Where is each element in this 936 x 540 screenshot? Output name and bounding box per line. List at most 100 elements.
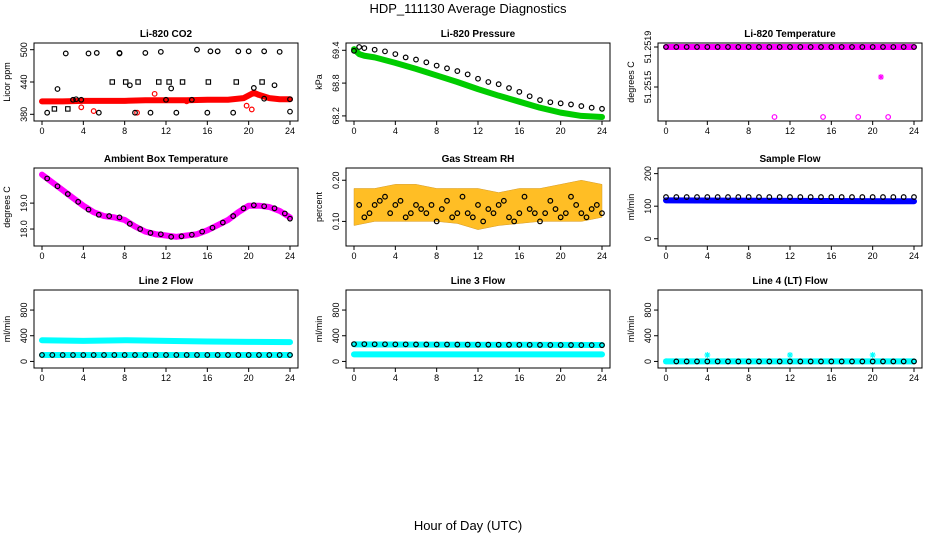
data-point: [433, 62, 440, 69]
data-point: [361, 45, 368, 51]
x-tick-label: 12: [473, 251, 483, 261]
data-point: [480, 218, 487, 225]
data-line: [351, 341, 605, 349]
data-point: [371, 341, 378, 348]
data-point: [188, 96, 195, 103]
data-point: [423, 341, 430, 348]
data-point: [735, 194, 742, 200]
data-point: [673, 358, 680, 365]
data-point: [95, 109, 102, 116]
panel-7: Line 3 Flow ml/min 0 4 8 12 16 20 24 0 400 800: [314, 276, 611, 383]
data-point: [485, 341, 492, 348]
x-tick-label: 0: [351, 126, 356, 136]
data-point: [900, 358, 907, 365]
x-tick-label: 20: [556, 126, 566, 136]
x-tick-label: 8: [746, 126, 751, 136]
x-tick-label: 4: [393, 251, 398, 261]
data-point: [183, 352, 190, 358]
y-tick-label: 500: [19, 42, 29, 57]
data-point: [366, 210, 373, 217]
data-point: [537, 97, 543, 103]
x-tick-label: 16: [202, 251, 212, 261]
data-point: [869, 194, 876, 200]
data-point: [245, 48, 252, 55]
y-tick-label: 18.0: [19, 220, 29, 238]
data-point: [516, 341, 523, 348]
data-point: [65, 106, 71, 112]
data-point: [156, 79, 162, 85]
data-point: [776, 44, 783, 50]
x-tick-label: 8: [746, 251, 751, 261]
x-tick-label: 12: [161, 126, 171, 136]
data-point: [557, 342, 564, 348]
panel-6: Line 2 Flow ml/min 0 4 8 12 16 20 24 0 400 800: [2, 276, 299, 383]
data-point: [101, 352, 107, 358]
data-point: [173, 109, 180, 116]
data-point: [392, 202, 399, 208]
data-point: [93, 50, 100, 56]
x-tick-label: 0: [39, 126, 44, 136]
data-point: [230, 213, 237, 219]
data-point: [361, 214, 368, 221]
data-point: [588, 206, 595, 212]
data-point: [261, 203, 268, 210]
data-point: [444, 197, 450, 204]
data-point: [428, 202, 435, 208]
y-axis-label: kPa: [314, 74, 324, 90]
x-tick-label: 24: [909, 251, 919, 261]
data-point: [818, 44, 824, 50]
x-tick-label: 4: [81, 251, 86, 261]
y-tick-label: 100: [643, 199, 653, 214]
x-tick-label: 24: [597, 373, 607, 383]
data-point: [756, 44, 762, 50]
data-point: [266, 352, 273, 358]
data-point: [179, 79, 186, 85]
data-point: [683, 194, 690, 200]
data-point: [787, 352, 793, 359]
data-point: [663, 358, 669, 365]
data-point: [787, 194, 793, 200]
panel-1: Li-820 Pressure kPa 0 4 8 12 16 20 24 68.2 68.8 69.…: [314, 29, 611, 136]
data-point: [204, 109, 211, 116]
y-tick-label: 400: [19, 328, 29, 343]
x-tick-label: 20: [244, 373, 254, 383]
panel-5: Sample Flow ml/min 0 4 8 12 16 20 24 0 100 200: [626, 154, 923, 261]
data-point: [526, 341, 533, 348]
y-tick-label: 800: [331, 303, 341, 318]
data-point: [54, 86, 61, 92]
data-point: [287, 108, 293, 115]
data-point: [70, 352, 76, 358]
data-point: [402, 341, 409, 348]
data-point: [588, 104, 595, 111]
data-point: [44, 109, 51, 116]
panel-2: Li-820 Temperature degrees C 0 4 8 12 16 20 24 51…: [626, 29, 923, 136]
data-point: [168, 233, 175, 240]
panel-8: Line 4 (LT) Flow ml/min 0 4 8 12 16 20 24 0 400 800: [626, 276, 923, 383]
data-point: [132, 352, 138, 358]
data-point: [890, 44, 897, 50]
data-point: [683, 44, 690, 50]
data-point: [766, 358, 773, 365]
data-point: [75, 198, 82, 205]
y-axis-label: ml/min: [314, 316, 324, 343]
data-point: [547, 197, 554, 204]
y-tick-label: 200: [643, 166, 653, 181]
data-point: [797, 44, 804, 50]
data-point: [880, 358, 886, 365]
data-point: [547, 342, 554, 348]
data-point: [183, 98, 190, 105]
data-point: [116, 50, 123, 56]
data-point: [188, 231, 195, 238]
data-point: [219, 219, 226, 226]
x-tick-label: 4: [393, 373, 398, 383]
panel-title: Li-820 Pressure: [441, 29, 516, 40]
data-point: [900, 194, 907, 200]
data-point: [745, 194, 752, 200]
data-point: [495, 341, 502, 348]
data-point: [433, 218, 440, 225]
plot-frame: [657, 42, 923, 122]
data-point: [900, 44, 907, 50]
data-point: [371, 202, 378, 208]
data-point: [464, 210, 471, 217]
data-point: [142, 50, 149, 56]
